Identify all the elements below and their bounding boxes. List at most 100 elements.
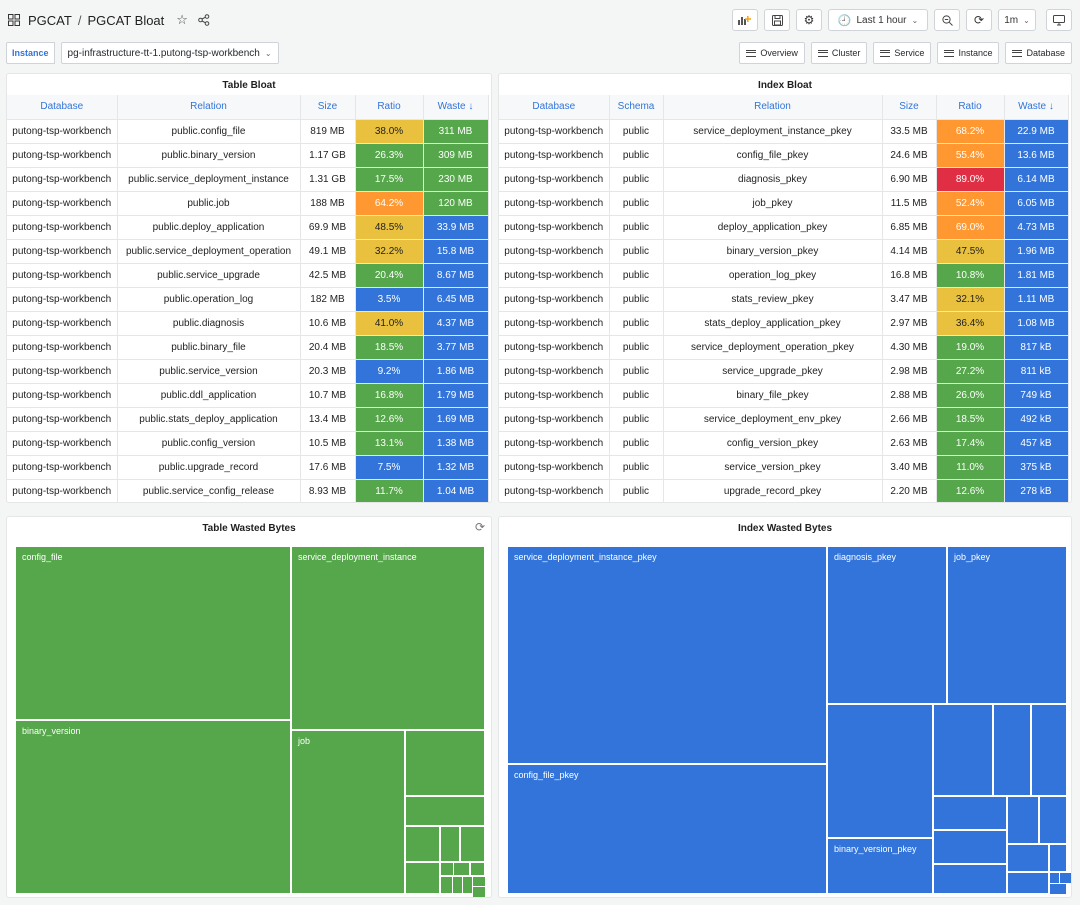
column-header-database[interactable]: Database [7, 95, 118, 120]
treemap-cell-binary-version[interactable]: binary_version [15, 720, 291, 894]
dashboard-title[interactable]: PGCAT Bloat [87, 12, 165, 28]
template-variables: Instance pg-infrastructure-tt-1.putong-t… [6, 42, 279, 64]
dashboards-grid-icon[interactable] [8, 14, 20, 26]
treemap-cell[interactable] [1031, 704, 1067, 796]
save-dashboard-button[interactable] [764, 9, 790, 31]
treemap-cell[interactable] [470, 862, 485, 876]
add-panel-button[interactable] [732, 9, 758, 31]
treemap-cell-job-pkey[interactable]: job_pkey [947, 546, 1067, 704]
treemap-cell-config-file[interactable]: config_file [15, 546, 291, 720]
treemap-cell[interactable] [472, 886, 486, 897]
link-service[interactable]: Service [873, 42, 932, 64]
cell-db: putong-tsp-workbench [7, 311, 118, 336]
column-header-ratio[interactable]: Ratio [355, 95, 424, 120]
treemap-cell[interactable] [1007, 844, 1049, 872]
treemap-cell[interactable] [993, 704, 1031, 796]
panel-refresh-icon[interactable]: ⟳ [474, 520, 485, 534]
treemap-cell[interactable] [1007, 796, 1039, 844]
cell-waste: 1.69 MB [423, 407, 489, 432]
treemap-cell[interactable] [405, 796, 485, 826]
treemap-cell[interactable] [405, 862, 440, 894]
column-header-ratio[interactable]: Ratio [936, 95, 1005, 120]
cell-db: putong-tsp-workbench [7, 119, 118, 144]
refresh-button[interactable]: ⟳ [966, 9, 992, 31]
cell-schema: public [609, 359, 664, 384]
column-header-waste[interactable]: Waste ↓ [1004, 95, 1069, 120]
treemap-cell[interactable] [405, 730, 485, 796]
treemap-cell[interactable] [1049, 844, 1067, 872]
star-icon[interactable]: ☆ [176, 12, 188, 27]
table-row: putong-tsp-workbench public.service_deplo… [7, 239, 489, 264]
table-row: putong-tsp-workbench public binary_file_pk… [499, 383, 1069, 408]
cell-relation: stats_review_pkey [663, 287, 883, 312]
cell-db: putong-tsp-workbench [7, 431, 118, 456]
settings-button[interactable]: ⚙ [796, 9, 822, 31]
table-row: putong-tsp-workbench public.deploy_applic… [7, 215, 489, 240]
treemap-cell-diagnosis-pkey[interactable]: diagnosis_pkey [827, 546, 947, 704]
treemap-cell[interactable] [933, 704, 993, 796]
table-row: putong-tsp-workbench public.binary_versio… [7, 143, 489, 168]
table-bloat-panel: Table Bloat Database Relation Size Ratio… [6, 73, 492, 503]
treemap-cell[interactable] [440, 826, 460, 862]
folder-link[interactable]: PGCAT [28, 12, 72, 28]
treemap-cell[interactable] [1049, 883, 1067, 895]
treemap-cell-service-deployment-instance[interactable]: service_deployment_instance [291, 546, 485, 730]
cell-db: putong-tsp-workbench [499, 263, 610, 288]
gear-icon: ⚙ [803, 13, 815, 27]
treemap-cell[interactable] [933, 864, 1007, 894]
column-header-waste[interactable]: Waste ↓ [423, 95, 489, 120]
cell-size: 10.5 MB [300, 431, 356, 456]
cell-ratio: 26.3% [355, 143, 424, 168]
column-header-schema[interactable]: Schema [609, 95, 664, 120]
treemap-cell-config-file-pkey[interactable]: config_file_pkey [507, 764, 827, 894]
zoom-out-button[interactable] [934, 9, 960, 31]
treemap-cell[interactable] [1007, 872, 1049, 894]
panel-title[interactable]: Table Bloat [222, 80, 276, 91]
index-bloat-panel: Index Bloat Database Schema Relation Siz… [498, 73, 1072, 503]
treemap-cell[interactable] [405, 826, 440, 862]
table-row: putong-tsp-workbench public.stats_deploy_… [7, 407, 489, 432]
column-header-size[interactable]: Size [300, 95, 356, 120]
treemap-cell[interactable] [440, 862, 454, 876]
panel-title[interactable]: Table Wasted Bytes [202, 523, 296, 534]
treemap-cell-binary-version-pkey[interactable]: binary_version_pkey [827, 838, 933, 894]
table-row: putong-tsp-workbench public.operation_log… [7, 287, 489, 312]
cell-waste: 492 kB [1004, 407, 1069, 432]
cell-ratio: 36.4% [936, 311, 1005, 336]
tv-mode-button[interactable] [1046, 9, 1072, 31]
column-header-relation[interactable]: Relation [117, 95, 301, 120]
treemap-cell-service-deployment-instance-pkey[interactable]: service_deployment_instance_pkey [507, 546, 827, 764]
breadcrumb: PGCAT / PGCAT Bloat ☆ [8, 12, 210, 28]
treemap-cell[interactable] [827, 704, 933, 838]
cell-relation: binary_file_pkey [663, 383, 883, 408]
cell-relation: job_pkey [663, 191, 883, 216]
treemap-cell[interactable] [453, 862, 470, 876]
cell-relation: public.stats_deploy_application [117, 407, 301, 432]
treemap-cell-job[interactable]: job [291, 730, 405, 894]
column-header-relation[interactable]: Relation [663, 95, 883, 120]
link-database[interactable]: Database [1005, 42, 1072, 64]
link-overview[interactable]: Overview [739, 42, 805, 64]
column-header-database[interactable]: Database [499, 95, 610, 120]
treemap-cell[interactable] [460, 826, 485, 862]
refresh-interval-picker[interactable]: 1m ⌄ [998, 9, 1036, 31]
treemap-cell[interactable] [933, 796, 1007, 830]
cell-db: putong-tsp-workbench [499, 287, 610, 312]
treemap-cell[interactable] [1039, 796, 1067, 844]
treemap-cell[interactable] [933, 830, 1007, 864]
cell-waste: 811 kB [1004, 359, 1069, 384]
share-icon[interactable] [198, 14, 210, 26]
cell-waste: 1.32 MB [423, 455, 489, 480]
column-header-size[interactable]: Size [882, 95, 937, 120]
panel-title[interactable]: Index Bloat [758, 80, 812, 91]
instance-variable-select[interactable]: pg-infrastructure-tt-1.putong-tsp-workbe… [60, 42, 279, 64]
time-picker[interactable]: 🕘 Last 1 hour ⌄ [828, 9, 928, 31]
cell-db: putong-tsp-workbench [499, 431, 610, 456]
cell-size: 3.40 MB [882, 455, 937, 480]
cell-relation: public.service_deployment_operation [117, 239, 301, 264]
table-row: putong-tsp-workbench public diagnosis_pkey… [499, 167, 1069, 192]
panel-title[interactable]: Index Wasted Bytes [737, 523, 833, 534]
link-instance[interactable]: Instance [937, 42, 1000, 64]
link-cluster[interactable]: Cluster [810, 42, 868, 64]
table-wasted-treemap: config_file service_deployment_instance bi… [15, 546, 486, 897]
